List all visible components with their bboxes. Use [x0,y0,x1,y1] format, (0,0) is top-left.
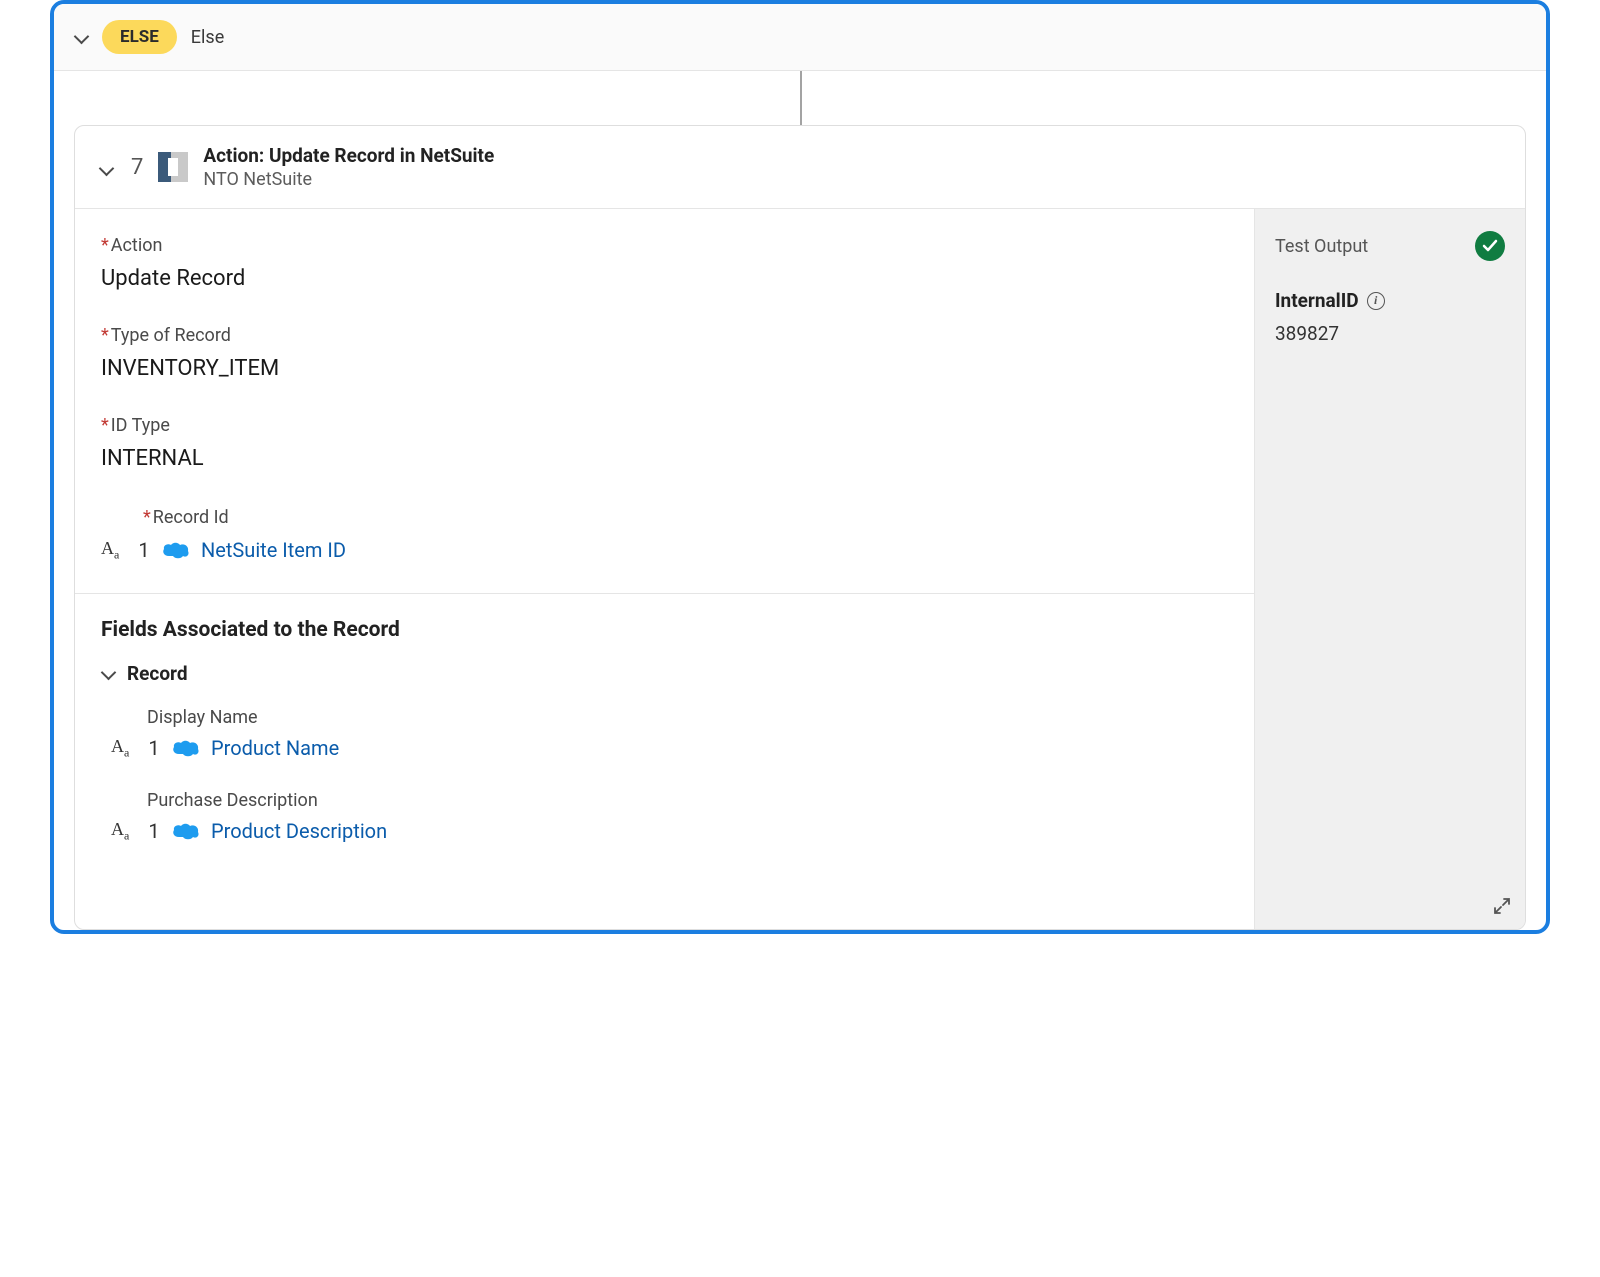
pill-row: Aa 1 Product Name [111,736,1254,761]
record-toggle[interactable]: Record [75,654,1254,693]
fields-section-heading: Fields Associated to the Record [75,594,1254,654]
action-title: Action: Update Record in NetSuite [203,144,494,167]
connector-line [800,71,802,125]
pill-row: Aa 1 NetSuite Item ID [101,538,1228,563]
field-action: *Action Update Record [101,235,1228,291]
else-label: Else [191,27,224,48]
pill-row: Aa 1 Product Description [111,819,1254,844]
chevron-down-icon[interactable] [99,162,113,176]
text-type-icon: Aa [101,538,127,563]
sub-field-label: Purchase Description [147,790,1254,811]
field-idtype: *ID Type INTERNAL [101,415,1228,471]
test-output-header: Test Output [1275,231,1505,261]
pill-source-number: 1 [137,538,151,562]
field-type: *Type of Record INVENTORY_ITEM [101,325,1228,381]
label-text: Type of Record [111,325,231,346]
field-value: Update Record [101,266,1228,291]
action-titles: Action: Update Record in NetSuite NTO Ne… [203,144,494,190]
pill-link[interactable]: NetSuite Item ID [201,538,346,562]
action-subtitle: NTO NetSuite [203,169,494,190]
label-text: ID Type [111,415,170,436]
else-badge: ELSE [102,20,177,54]
info-icon[interactable]: i [1367,292,1385,310]
subfield-purchasedesc: Purchase Description Aa 1 Product Descri… [147,790,1254,844]
action-body: *Action Update Record *Type of Record IN… [75,209,1525,929]
action-header: 7 Action: Update Record in NetSuite NTO … [75,126,1525,209]
sub-field-label: Display Name [147,707,1254,728]
form-section-main: *Action Update Record *Type of Record IN… [75,209,1254,594]
else-header: ELSE Else [54,4,1546,71]
record-label: Record [127,662,188,685]
output-value: 389827 [1275,322,1505,345]
field-label: *ID Type [101,415,1228,436]
salesforce-cloud-icon [161,540,191,560]
success-check-icon [1475,231,1505,261]
field-label: *Type of Record [101,325,1228,346]
flow-container: ELSE Else 7 Action: Update Record in Net… [50,0,1550,934]
chevron-down-icon[interactable] [101,666,115,680]
netsuite-icon [157,151,189,183]
salesforce-cloud-icon [171,821,201,841]
text-type-icon: Aa [111,736,137,761]
field-value: INVENTORY_ITEM [101,356,1228,381]
left-pane: *Action Update Record *Type of Record IN… [75,209,1255,929]
chevron-down-icon[interactable] [74,30,88,44]
label-text: Action [111,235,163,256]
pill-link[interactable]: Product Description [211,819,387,843]
expand-icon[interactable] [1493,897,1513,917]
field-recordid: *Record Id Aa 1 NetSuite Item ID [101,507,1228,563]
subfield-displayname: Display Name Aa 1 Product Name [147,707,1254,761]
pill-link[interactable]: Product Name [211,736,339,760]
text-type-icon: Aa [111,819,137,844]
pill-source-number: 1 [147,736,161,760]
label-text: Record Id [153,507,229,528]
field-label: *Record Id [143,507,1228,528]
step-number: 7 [131,155,143,180]
field-label: *Action [101,235,1228,256]
field-value: INTERNAL [101,446,1228,471]
test-output-label: Test Output [1275,236,1368,257]
action-card: 7 Action: Update Record in NetSuite NTO … [74,125,1526,930]
test-output-pane: Test Output InternalID i 389827 [1255,209,1525,929]
output-key-row: InternalID i [1275,289,1505,312]
salesforce-cloud-icon [171,738,201,758]
output-key: InternalID [1275,289,1359,312]
pill-source-number: 1 [147,819,161,843]
